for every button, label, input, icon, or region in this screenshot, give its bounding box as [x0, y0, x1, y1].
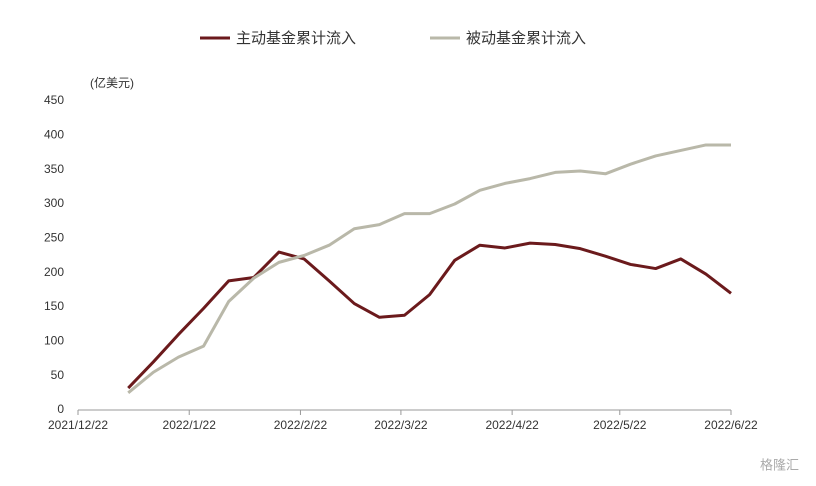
y-tick-label: 150 [44, 299, 64, 313]
series-line [127, 143, 731, 394]
x-tick-label: 2022/1/22 [163, 418, 217, 432]
x-tick-label: 2022/5/22 [593, 418, 647, 432]
watermark: 格隆汇 [760, 457, 799, 472]
y-tick-label: 50 [51, 368, 65, 382]
x-tick-label: 2022/6/22 [704, 418, 758, 432]
y-tick-label: 300 [44, 196, 64, 210]
y-tick-label: 200 [44, 265, 64, 279]
legend-label: 主动基金累计流入 [236, 30, 356, 47]
y-unit: (亿美元) [90, 75, 134, 90]
y-tick-label: 0 [57, 402, 64, 416]
y-tick-label: 450 [44, 93, 64, 107]
x-tick-label: 2022/2/22 [274, 418, 328, 432]
x-tick-label: 2021/12/22 [48, 418, 108, 432]
x-tick-label: 2022/4/22 [485, 418, 539, 432]
legend-label: 被动基金累计流入 [466, 30, 586, 47]
y-tick-label: 400 [44, 128, 64, 142]
y-tick-label: 350 [44, 162, 64, 176]
series-line [127, 241, 732, 390]
x-tick-label: 2022/3/22 [374, 418, 428, 432]
y-tick-label: 100 [44, 334, 64, 348]
y-tick-label: 250 [44, 231, 64, 245]
